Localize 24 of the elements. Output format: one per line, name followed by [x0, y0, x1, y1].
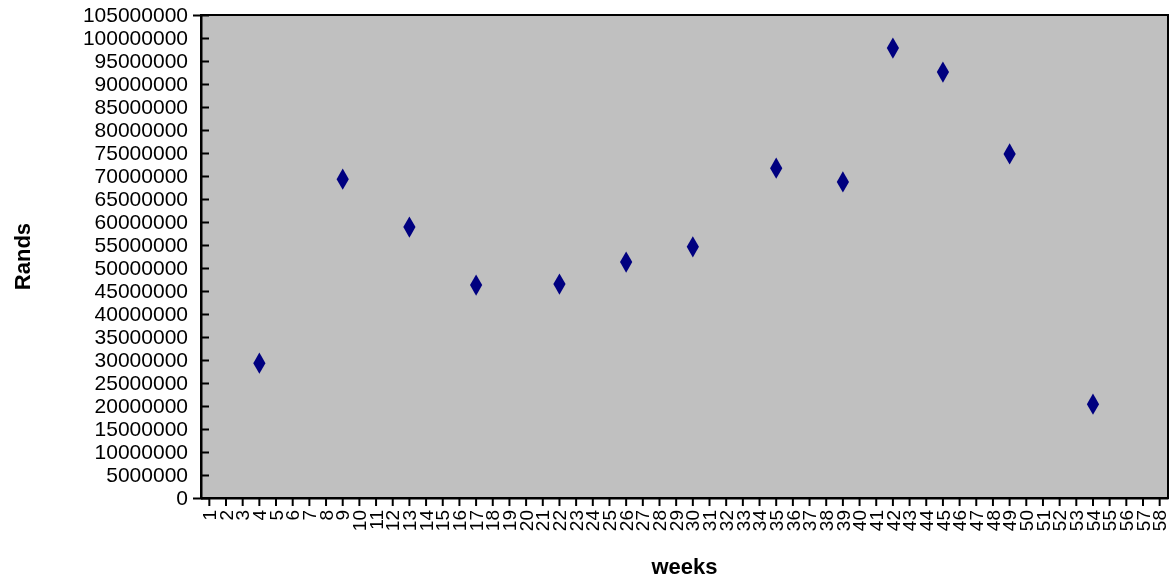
y-tick-label: 55000000 [94, 233, 188, 257]
y-tick-label: 10000000 [94, 440, 188, 464]
y-axis-title: Rands [10, 222, 35, 291]
y-tick-label: 70000000 [94, 164, 188, 188]
y-tick-label: 50000000 [94, 256, 188, 280]
y-tick-label: 45000000 [94, 279, 188, 303]
y-tick-label: 5000000 [106, 463, 188, 487]
y-tick-label: 60000000 [94, 210, 188, 234]
y-tick-label: 25000000 [94, 371, 188, 395]
y-tick-label: 90000000 [94, 72, 188, 96]
y-tick-label: 15000000 [94, 417, 188, 441]
y-tick-label: 85000000 [94, 95, 188, 119]
y-tick-label: 100000000 [82, 26, 188, 50]
y-tick-label: 30000000 [94, 348, 188, 372]
y-tick-label: 80000000 [94, 118, 188, 142]
y-tick-label: 35000000 [94, 325, 188, 349]
x-axis-title: weeks [650, 554, 718, 579]
y-tick-label: 0 [176, 486, 188, 510]
y-tick-label: 105000000 [82, 3, 188, 27]
y-tick-label: 75000000 [94, 141, 188, 165]
y-tick-label: 20000000 [94, 394, 188, 418]
y-tick-label: 95000000 [94, 49, 188, 73]
y-tick-label: 65000000 [94, 187, 188, 211]
y-tick-label: 40000000 [94, 302, 188, 326]
